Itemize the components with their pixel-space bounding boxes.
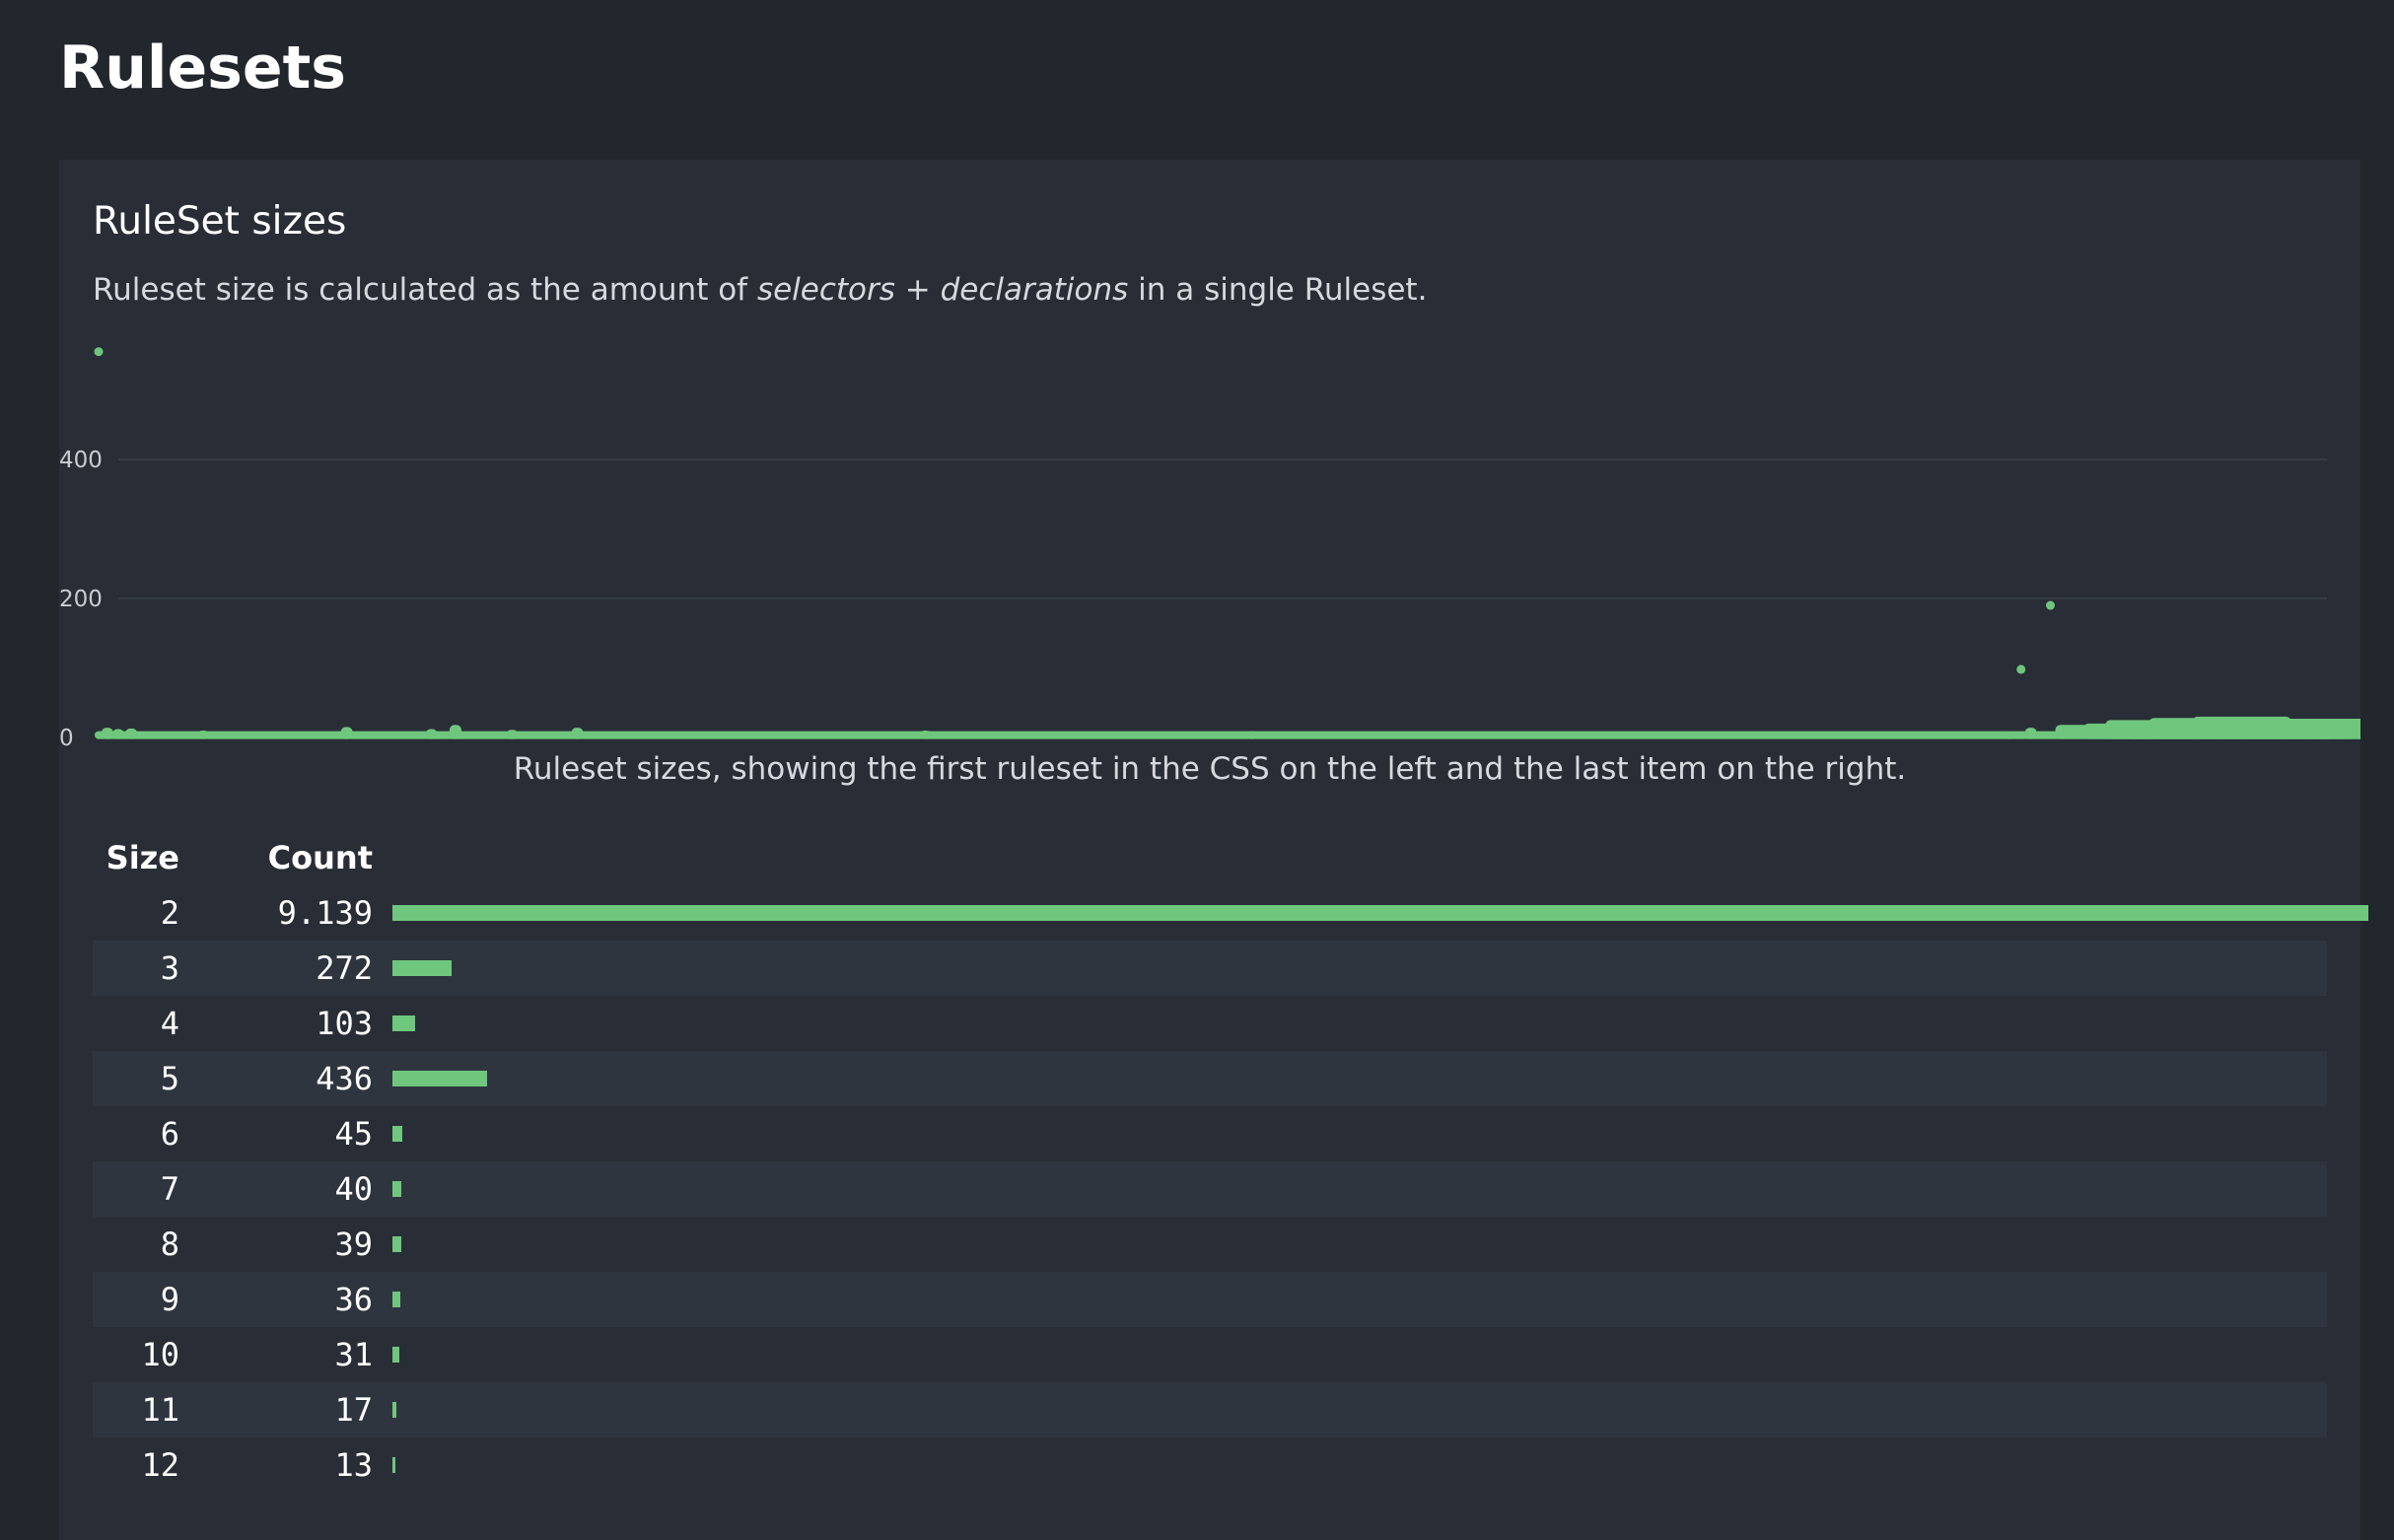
count-bar — [392, 1402, 396, 1418]
data-point — [2318, 722, 2360, 739]
data-point — [125, 728, 138, 739]
row-size: 4 — [160, 1005, 179, 1042]
count-bar — [392, 960, 452, 976]
data-point — [425, 729, 438, 739]
data-point — [1245, 731, 1258, 739]
row-count: 31 — [334, 1336, 373, 1373]
table-row: 4 103 — [93, 996, 2327, 1051]
row-count: 39 — [334, 1225, 373, 1263]
count-bar — [392, 1181, 401, 1197]
baseline-points — [95, 731, 2333, 739]
data-point — [111, 729, 124, 739]
row-size: 2 — [160, 894, 179, 932]
page-title: Rulesets — [59, 34, 346, 103]
row-size: 9 — [160, 1281, 179, 1318]
data-point — [506, 730, 519, 739]
description-text-end: in a single Ruleset. — [1128, 272, 1428, 308]
table-row: 3 272 — [93, 941, 2327, 996]
count-bar — [392, 1126, 402, 1142]
section-title: RuleSet sizes — [93, 199, 347, 244]
row-size: 3 — [160, 949, 179, 987]
table-header: Size Count — [93, 830, 2327, 885]
count-bar — [392, 1457, 395, 1473]
data-point — [2016, 665, 2026, 674]
data-point — [449, 725, 461, 739]
table-row: 2 9.139 — [93, 885, 2368, 941]
row-count: 45 — [334, 1115, 373, 1153]
data-point — [340, 727, 353, 739]
row-size: 7 — [160, 1170, 179, 1208]
row-count: 103 — [316, 1005, 373, 1042]
row-count: 13 — [334, 1446, 373, 1484]
row-count: 40 — [334, 1170, 373, 1208]
y-tick-label: 0 — [59, 726, 74, 751]
description-emphasis: selectors + declarations — [756, 272, 1129, 308]
count-bar — [392, 1015, 415, 1031]
ruleset-size-scatter-chart: 0 200 400 — [59, 347, 2360, 751]
size-count-table: Size Count 2 9.139 3 272 4 103 5 436 6 45 7 40 8 39 9 3… — [93, 830, 2368, 1493]
row-count: 436 — [316, 1060, 373, 1097]
data-point — [571, 728, 584, 739]
header-count: Count — [267, 839, 373, 876]
row-count: 17 — [334, 1391, 373, 1429]
data-point — [94, 347, 104, 357]
table-row: 9 36 — [93, 1272, 2327, 1327]
table-row: 7 40 — [93, 1161, 2327, 1217]
data-point — [196, 730, 209, 739]
data-point — [2046, 600, 2056, 610]
count-bar — [392, 1236, 401, 1252]
section-description: Ruleset size is calculated as the amount… — [93, 272, 1427, 308]
row-size: 8 — [160, 1225, 179, 1263]
table-row: 11 17 — [93, 1382, 2327, 1437]
row-size: 6 — [160, 1115, 179, 1153]
row-size: 10 — [141, 1336, 179, 1373]
chart-caption: Ruleset sizes, showing the first ruleset… — [513, 751, 1907, 787]
data-point — [919, 730, 932, 739]
row-count: 9.139 — [277, 894, 373, 932]
data-point — [2003, 732, 2015, 739]
table-row: 10 31 — [93, 1327, 2327, 1382]
table-row: 6 45 — [93, 1106, 2327, 1161]
ruleset-sizes-panel: RuleSet sizes Ruleset size is calculated… — [59, 160, 2368, 1540]
row-count: 36 — [334, 1281, 373, 1318]
count-bar — [392, 905, 2368, 921]
row-size: 5 — [160, 1060, 179, 1097]
count-bar — [392, 1071, 487, 1086]
header-size: Size — [106, 839, 179, 876]
data-point — [2024, 728, 2037, 739]
row-count: 272 — [316, 949, 373, 987]
y-tick-label: 400 — [59, 448, 103, 473]
table-row: 12 13 — [93, 1437, 2327, 1493]
y-tick-label: 200 — [59, 587, 103, 612]
table-row: 8 39 — [93, 1217, 2327, 1272]
data-point — [101, 728, 113, 739]
count-bar — [392, 1347, 399, 1363]
row-size: 11 — [141, 1391, 179, 1429]
description-text: Ruleset size is calculated as the amount… — [93, 272, 757, 308]
count-bar — [392, 1292, 400, 1307]
table-row: 5 436 — [93, 1051, 2327, 1106]
row-size: 12 — [141, 1446, 179, 1484]
